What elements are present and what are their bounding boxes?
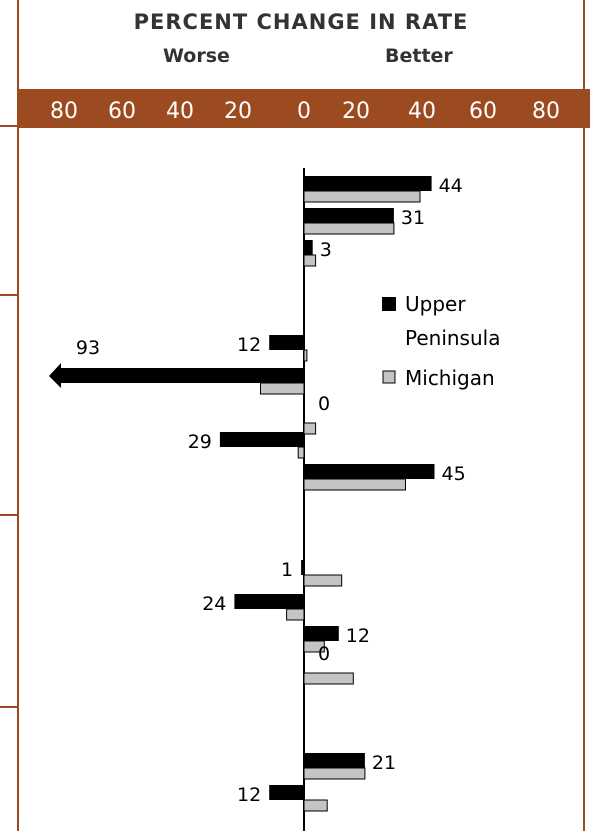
section-divider — [0, 706, 19, 708]
axis-tick-label: 0 — [297, 99, 311, 124]
upper-peninsula-bar — [304, 240, 313, 255]
chart-title: PERCENT CHANGE IN RATE — [133, 10, 469, 34]
axis-tick-label: 80 — [50, 99, 78, 124]
axis-tick-label: 60 — [469, 99, 497, 124]
upper-peninsula-value-label: 29 — [188, 431, 212, 453]
axis-tick-label: 40 — [408, 99, 436, 124]
better-label: Better — [385, 45, 453, 67]
upper-peninsula-value-label: 12 — [237, 784, 261, 806]
upper-peninsula-value-label: 21 — [372, 752, 396, 774]
michigan-bar — [303, 478, 406, 491]
axis-tick-label: 20 — [224, 99, 252, 124]
michigan-bar — [303, 349, 308, 362]
section-divider — [0, 294, 19, 296]
worse-label: Worse — [163, 45, 230, 67]
upper-peninsula-bar-arrow — [49, 363, 304, 388]
upper-peninsula-bar — [304, 753, 365, 768]
legend-label-upper-peninsula: Peninsula — [405, 326, 500, 350]
upper-peninsula-bar — [234, 594, 304, 609]
michigan-bar — [286, 608, 305, 621]
legend-swatch-michigan — [382, 370, 396, 384]
legend-label-michigan: Michigan — [405, 366, 495, 390]
michigan-bar — [303, 222, 395, 235]
upper-peninsula-value-label: 3 — [320, 239, 332, 261]
upper-peninsula-value-label: 45 — [442, 463, 466, 485]
upper-peninsula-value-label: 0 — [318, 393, 330, 415]
upper-peninsula-bar — [304, 208, 394, 223]
axis-band — [18, 89, 590, 128]
upper-peninsula-bar — [304, 626, 339, 641]
michigan-bar — [303, 422, 317, 435]
section-divider — [0, 514, 19, 516]
upper-peninsula-value-label: 31 — [401, 207, 425, 229]
upper-peninsula-bar — [304, 464, 435, 479]
section-divider — [0, 125, 19, 127]
michigan-bar — [303, 767, 366, 780]
right-frame-line — [583, 0, 585, 831]
michigan-bar — [260, 382, 305, 395]
upper-peninsula-value-label: 24 — [202, 593, 226, 615]
michigan-bar — [303, 190, 421, 203]
axis-tick-label: 40 — [166, 99, 194, 124]
legend-swatch-upper-peninsula — [382, 297, 396, 311]
legend-label-upper-peninsula: Upper — [405, 292, 466, 316]
upper-peninsula-bar — [301, 560, 305, 575]
michigan-bar — [303, 672, 354, 685]
upper-peninsula-value-label: 93 — [76, 337, 100, 359]
michigan-bar — [303, 254, 317, 267]
michigan-bar — [297, 446, 305, 459]
axis-tick-label: 80 — [532, 99, 560, 124]
upper-peninsula-value-label: 12 — [346, 625, 370, 647]
upper-peninsula-value-label: 44 — [439, 175, 463, 197]
axis-tick-label: 60 — [108, 99, 136, 124]
upper-peninsula-value-label: 12 — [237, 334, 261, 356]
upper-peninsula-bar — [269, 335, 304, 350]
upper-peninsula-value-label: 0 — [318, 643, 330, 665]
upper-peninsula-bar — [269, 785, 304, 800]
michigan-bar — [303, 799, 328, 812]
upper-peninsula-bar — [219, 432, 304, 447]
left-frame-line — [17, 0, 19, 831]
axis-tick-label: 20 — [342, 99, 370, 124]
upper-peninsula-bar — [304, 176, 432, 191]
michigan-bar — [303, 574, 343, 587]
upper-peninsula-value-label: 1 — [281, 559, 293, 581]
